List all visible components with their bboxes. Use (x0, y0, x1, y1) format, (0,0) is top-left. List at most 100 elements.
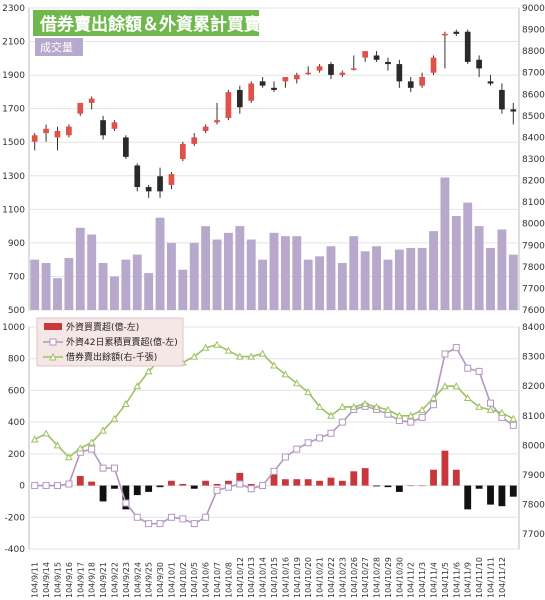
borrow-point (99, 426, 107, 434)
x-tick-label: 104/10/13 (247, 557, 256, 598)
x-tick-label: 104/10/5 (190, 562, 199, 598)
cumulative-line (31, 344, 517, 528)
x-tick-label: 104/9/25 (145, 562, 154, 598)
borrow-balance-line (30, 340, 518, 461)
volume-bar (87, 234, 97, 310)
borrow-point (372, 402, 381, 410)
volume-bar (98, 263, 108, 310)
volume-bar (315, 256, 325, 310)
candle-body (419, 77, 425, 86)
upper-right-tick-label: 8500 (522, 112, 545, 122)
foreign-net-bar (190, 485, 198, 489)
borrow-point (122, 399, 130, 407)
cumulative-point (190, 520, 198, 528)
foreign-net-bar (293, 479, 301, 486)
candle-body (385, 61, 391, 65)
upper-right-tick-label: 8700 (522, 69, 545, 79)
volume-bar (303, 259, 313, 310)
borrow-point (315, 402, 324, 410)
volume-bar (235, 226, 245, 310)
x-tick-label: 104/10/1 (167, 562, 176, 598)
borrow-point (270, 361, 278, 369)
cumulative-point (418, 413, 426, 421)
borrow-point (110, 414, 119, 422)
lower-right-tick-label: 8000 (522, 441, 545, 451)
volume-bar (326, 246, 336, 310)
cumulative-point (464, 364, 472, 372)
volume-bar (144, 273, 154, 310)
candle-body (77, 102, 84, 114)
foreign-net-bar (168, 480, 175, 486)
candle-body (282, 77, 289, 82)
volume-label-box (35, 38, 83, 56)
volume-bar (30, 259, 40, 310)
cumulative-point (293, 445, 301, 453)
candle-body (316, 66, 323, 71)
foreign-net-bar (475, 485, 483, 489)
x-tick-label: 104/10/14 (259, 557, 268, 598)
foreign-net-bar (418, 485, 426, 487)
x-tick-label: 104/9/16 (65, 562, 74, 598)
cumulative-point (99, 464, 107, 472)
volume-bar (451, 216, 461, 310)
volume-bar (53, 278, 62, 310)
upper-left-tick-label: 900 (8, 239, 25, 249)
axis-tick-labels: 500 700 900 1100 1300 1500 1700 1900 2100 2300 760… (2, 4, 545, 598)
borrow-point (498, 408, 506, 416)
upper-right-tick-label: 8300 (522, 155, 545, 165)
lower-right-tick-label: 7700 (522, 530, 545, 540)
upper-right-tick-label: 8900 (522, 26, 545, 36)
candle-body (134, 165, 141, 188)
upper-left-tick-label: 500 (8, 306, 25, 316)
candle-body (191, 137, 198, 144)
lower-right-tick-label: 7800 (522, 501, 545, 511)
x-tick-label: 104/10/12 (236, 557, 245, 598)
candle-body (66, 126, 72, 136)
cumulative-point (133, 513, 141, 521)
borrow-point (53, 441, 62, 449)
upper-right-tick-label: 8400 (522, 133, 545, 143)
cumulative-point (304, 439, 312, 447)
x-tick-label: 104/10/2 (179, 562, 188, 598)
foreign-net-bar (384, 485, 392, 488)
borrow-point (384, 405, 392, 413)
borrow-point (133, 382, 142, 390)
candle-body (145, 187, 152, 192)
cumulative-point (31, 482, 39, 490)
foreign-net-bar (281, 479, 289, 486)
x-tick-label: 104/9/24 (133, 562, 142, 598)
volume-bar (132, 254, 142, 310)
volume-bar (383, 259, 393, 310)
volume-bar (440, 177, 450, 310)
borrow-point (406, 411, 415, 419)
volume-bar (292, 236, 302, 310)
lower-right-tick-label: 8100 (522, 412, 545, 422)
foreign-net-bar (407, 485, 415, 487)
candle-body (111, 122, 118, 129)
candle-body (157, 176, 163, 192)
x-tick-label: 104/9/18 (88, 562, 97, 598)
upper-right-tick-label: 9000 (522, 4, 545, 14)
foreign-net-bar (441, 450, 449, 486)
volume-bar (258, 259, 268, 310)
volume-bar (280, 236, 290, 310)
lower-left-tick-label: -400 (5, 545, 26, 555)
cumulative-point (441, 350, 449, 358)
cumulative-point (247, 485, 255, 493)
foreign-net-bar (373, 485, 380, 487)
volume-bar (349, 236, 359, 310)
foreign-net-bar (304, 479, 312, 486)
borrow-point (247, 352, 256, 360)
x-tick-label: 104/11/12 (498, 557, 507, 598)
candle-body (453, 31, 460, 34)
upper-right-tick-label: 8100 (522, 198, 545, 208)
lower-left-tick-label: 800 (8, 355, 25, 365)
lower-right-tick-label: 8300 (522, 353, 545, 363)
cumulative-point (213, 486, 221, 494)
x-tick-label: 104/10/21 (316, 557, 325, 598)
volume-bar (394, 249, 404, 310)
volume-bar (474, 226, 484, 310)
volume-label: 成交量 (40, 40, 73, 54)
volume-bar (360, 251, 370, 310)
borrow-point (475, 402, 483, 410)
